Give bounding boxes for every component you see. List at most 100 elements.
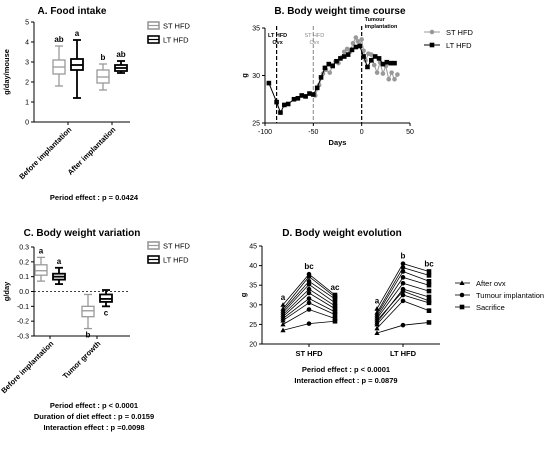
data-point [266,80,272,86]
data-point [350,40,356,46]
event-label: Ovx [309,40,319,46]
data-point [369,58,374,63]
significance-label: b [86,331,91,340]
data-point [400,275,406,280]
data-point [306,278,312,284]
y-tick-label: -0.2 [17,319,29,326]
event-label: ST HFD [304,33,324,39]
data-point [344,46,350,52]
event-label: LT HFD [268,33,287,39]
significance-label: ab [54,35,63,44]
significance-label: a [57,257,62,266]
significance-label: a [39,246,44,255]
significance-label: bc [424,259,434,268]
x-tick-label: Tumor growth [61,339,103,381]
y-tick-label: -0.3 [17,334,29,341]
data-point [278,110,283,115]
significance-label: ac [331,283,340,292]
data-point [332,300,338,306]
data-point [376,56,382,61]
y-tick-label: 0.2 [19,259,29,266]
data-point [374,70,380,75]
data-point [303,94,308,99]
stat-note: Period effect : p < 0.0001 [302,365,390,374]
data-point [274,99,279,105]
event-label: implantation [365,24,398,30]
x-tick-label: 0 [360,129,364,136]
data-point [386,77,392,82]
data-point [392,60,397,66]
panel-title: A. Food intake [38,6,107,17]
y-tick-label: 40 [249,263,257,270]
y-tick-label: 25 [252,121,260,128]
data-point [353,44,359,50]
data-point [330,63,335,69]
legend-marker [459,280,465,285]
data-point [306,271,312,277]
data-point [353,35,359,40]
data-point [306,300,312,306]
data-point [389,70,394,75]
data-point [426,278,432,284]
data-point [341,49,347,55]
data-point [400,261,406,266]
y-tick-label: 25 [249,322,257,329]
x-axis-label: Days [329,138,347,147]
data-point [426,288,432,294]
data-point [426,320,432,325]
legend-label: LT HFD [446,41,472,50]
data-point [332,316,338,321]
y-tick-label: 30 [249,302,257,309]
data-point [384,59,390,65]
panel-d: D. Body weight evolution 20 25 30 35 40 45 g ST … [239,228,544,385]
data-point [388,60,393,66]
data-point [426,282,432,288]
box [34,264,48,276]
y-tick-label: 0.3 [19,245,29,252]
x-tick-label: -100 [258,129,272,136]
data-point [374,325,380,331]
data-point [285,101,291,107]
x-tick-label: -50 [308,129,318,136]
y-tick-label: 35 [252,26,260,33]
y-tick-label: 0.1 [19,274,29,281]
data-point [280,321,286,327]
y-axis-label: g [240,73,249,78]
y-tick-label: 0.0 [19,289,29,296]
stat-note: Period effect : p < 0.0001 [50,401,138,410]
legend-label: LT HFD [163,36,189,45]
legend-label: Sacrifice [476,303,505,312]
stat-note: Period effect : p = 0.0424 [50,193,139,202]
significance-label: a [75,29,80,38]
x-tick-label: ST HFD [295,349,323,358]
legend-label: Tumour implantation [476,291,544,300]
x-tick-label: Before implantation [17,125,73,181]
data-point [400,322,406,328]
data-point [361,48,366,54]
data-point [332,318,338,324]
legend-marker [459,304,465,310]
data-point [341,54,347,59]
stat-note: Duration of diet effect : p = 0.0159 [34,412,154,421]
y-axis-label: g [239,292,248,297]
significance-label: b [101,53,106,62]
data-point [400,280,406,286]
data-point [280,327,286,333]
data-point [400,292,406,298]
legend-marker [429,29,435,35]
panel-title: D. Body weight evolution [282,228,401,239]
data-point [334,58,339,64]
data-point [380,71,386,76]
data-point [345,52,351,57]
panel-title: B. Body weight time course [274,6,406,17]
y-tick-label: -0.1 [17,304,29,311]
data-point [332,306,338,312]
data-point [355,39,361,44]
data-point [400,298,406,304]
panel-b: B. Body weight time course 25 30 35 -100 -50 0… [240,6,474,147]
data-point [332,312,338,317]
data-point [392,77,397,82]
data-point [322,65,328,71]
data-point [357,43,363,49]
